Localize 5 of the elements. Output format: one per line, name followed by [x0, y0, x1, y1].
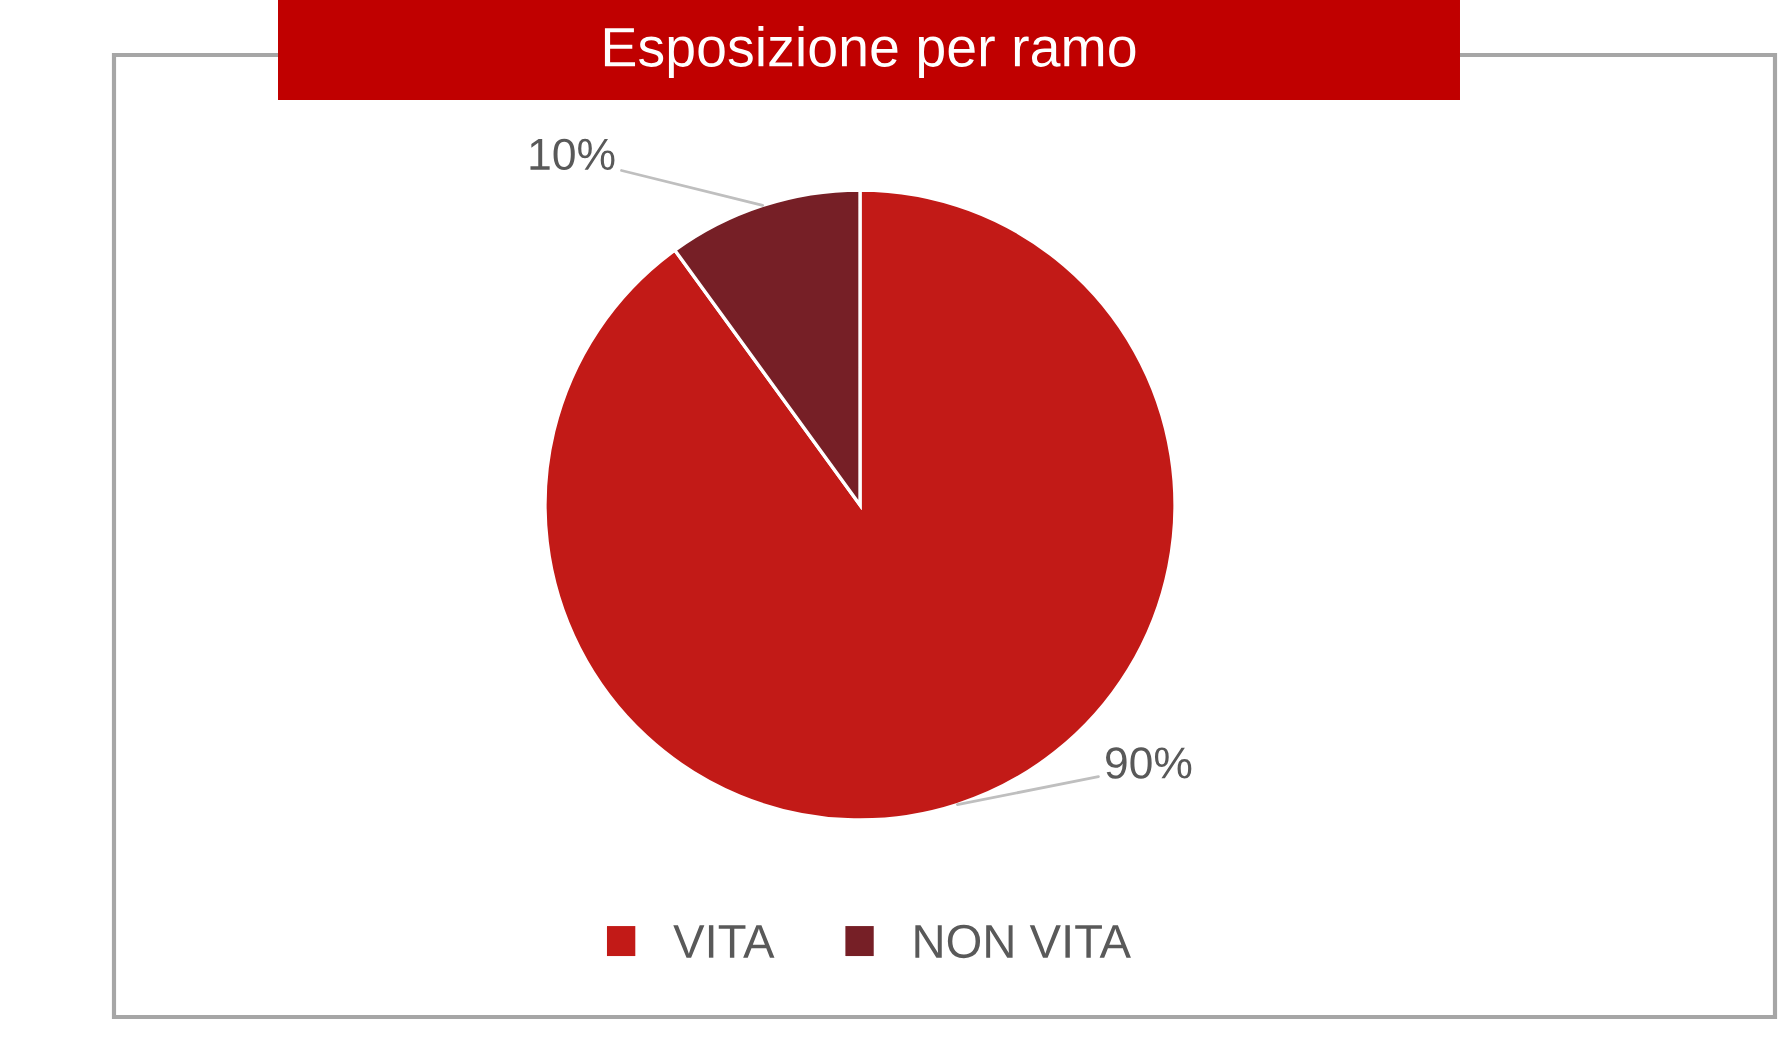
data-label: 90%	[1106, 747, 1192, 779]
chart-title: Esposizione per ramo	[604, 26, 1136, 78]
data-label: 10%	[530, 138, 615, 171]
legend-label: NON VITA	[915, 924, 1131, 959]
legend-label: VITA	[673, 925, 775, 958]
